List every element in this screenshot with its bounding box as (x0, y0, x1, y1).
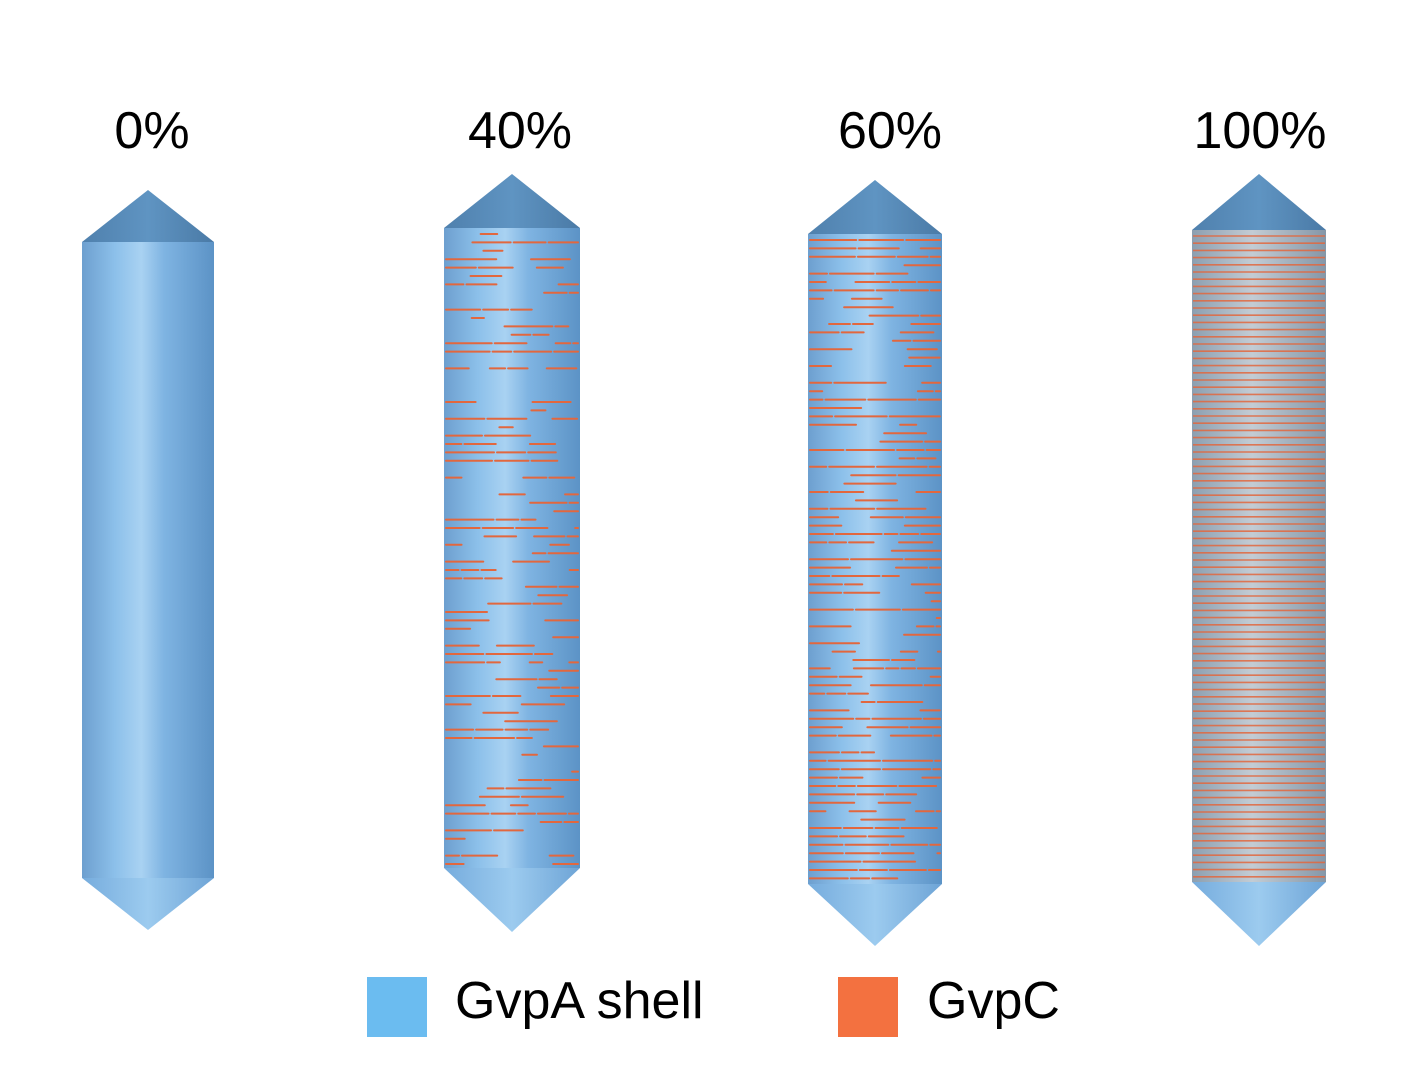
bottom-cone (444, 868, 580, 932)
gvpa-shell-body (82, 242, 214, 878)
legend-swatch-gvpa (367, 977, 427, 1037)
vesicle-60-percent (808, 180, 942, 946)
legend-label-gvpa: GvpA shell (455, 972, 704, 1030)
top-cone (444, 174, 580, 228)
bottom-cone (1192, 882, 1326, 946)
panel-label-60: 60% (837, 102, 943, 160)
panel-label-100: 100% (1193, 102, 1327, 160)
panel-label-40: 40% (467, 102, 573, 160)
bottom-cone (82, 878, 214, 930)
legend-swatch-gvpc (838, 977, 898, 1037)
top-cone (1192, 174, 1326, 230)
vesicle-0-percent (82, 190, 214, 930)
vesicle-100-percent (1192, 174, 1326, 946)
gvpa-shell-body (1192, 230, 1326, 882)
gvpa-shell-body (444, 228, 580, 868)
bottom-cone (808, 884, 942, 946)
top-cone (82, 190, 214, 242)
top-cone (808, 180, 942, 234)
vesicle-40-percent (444, 174, 580, 932)
panel-label-0: 0% (114, 102, 190, 160)
legend-label-gvpc: GvpC (927, 972, 1060, 1030)
